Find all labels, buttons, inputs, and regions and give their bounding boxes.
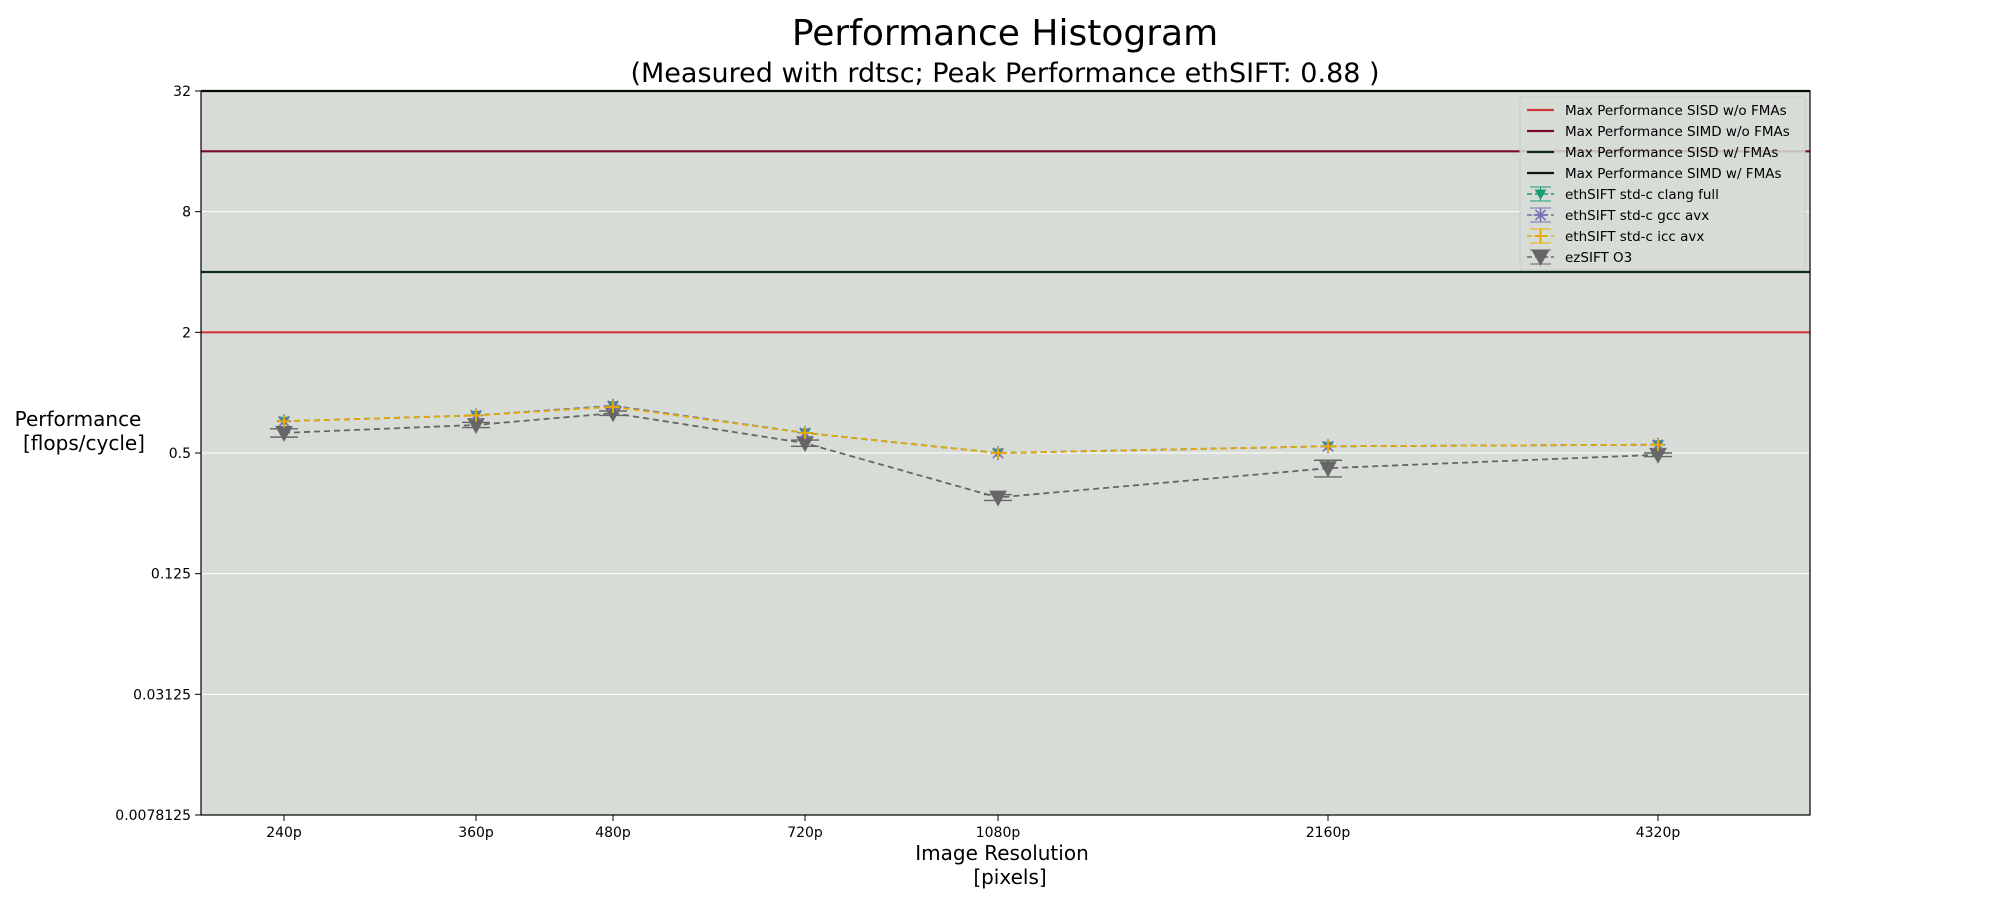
x-tick-label: 480p — [595, 825, 631, 841]
y-tick-label: 8 — [182, 205, 191, 221]
legend-label: ethSIFT std-c icc avx — [1565, 229, 1704, 245]
legend-entry: ezSIFT O3 — [1527, 249, 1632, 267]
chart-subtitle: (Measured with rdtsc; Peak Performance e… — [630, 58, 1379, 89]
legend-entry: Max Performance SIMD w/ FMAs — [1527, 166, 1782, 182]
legend-label: Max Performance SIMD w/o FMAs — [1565, 124, 1790, 140]
legend-entry: ethSIFT std-c gcc avx — [1527, 207, 1709, 224]
x-tick-label: 360p — [458, 825, 494, 841]
legend-label: Max Performance SISD w/ FMAs — [1565, 145, 1778, 161]
data-point — [1534, 230, 1547, 242]
y-tick-label: 0.0078125 — [115, 808, 191, 824]
data-point — [1533, 208, 1548, 222]
legend-items: Max Performance SISD w/o FMAs Max Perform… — [1527, 103, 1790, 267]
legend: Max Performance SISD w/o FMAs Max Perform… — [1519, 96, 1806, 271]
series-2 — [278, 400, 1664, 459]
legend-label: ethSIFT std-c clang full — [1565, 187, 1719, 203]
data-point — [1319, 461, 1337, 478]
x-tick-label: 2160p — [1306, 825, 1351, 841]
y-axis-label-line1: Performance — [15, 407, 142, 431]
x-tick-label: 720p — [787, 825, 823, 841]
data-point — [607, 400, 619, 413]
data-point — [278, 415, 290, 428]
legend-box — [1519, 96, 1806, 271]
series-layer — [270, 398, 1672, 507]
x-tick-label: 1080p — [976, 825, 1021, 841]
y-tick-label: 2 — [182, 325, 191, 341]
data-point — [989, 490, 1007, 507]
legend-entry: Max Performance SIMD w/o FMAs — [1527, 124, 1790, 140]
legend-entry: ethSIFT std-c icc avx — [1527, 228, 1704, 245]
data-point — [992, 447, 1004, 459]
series-3 — [270, 406, 1672, 507]
x-axis-label-line2: [pixels] — [973, 865, 1046, 889]
x-axis-label-line1: Image Resolution — [915, 841, 1089, 865]
y-tick-label: 0.5 — [169, 446, 191, 462]
data-point — [1322, 440, 1334, 453]
data-point — [470, 409, 482, 422]
data-point — [1652, 438, 1664, 451]
chart-title: Performance Histogram — [792, 13, 1218, 54]
legend-entry: ethSIFT std-c clang full — [1527, 186, 1719, 203]
data-point — [1534, 189, 1547, 201]
legend-label: ethSIFT std-c gcc avx — [1565, 208, 1709, 224]
data-point — [1531, 250, 1550, 267]
legend-label: Max Performance SISD w/o FMAs — [1565, 103, 1787, 119]
y-axis-ticks: 0.0078125 0.03125 0.125 0.5 2 8 32 — [115, 84, 201, 824]
data-point — [799, 426, 811, 439]
x-axis-ticks: 240p 360p 480p 720p 1080p 2160p 4320p — [266, 815, 1680, 841]
x-tick-label: 4320p — [1636, 825, 1681, 841]
legend-label: ezSIFT O3 — [1565, 250, 1632, 266]
y-tick-label: 0.125 — [151, 567, 191, 583]
y-tick-label: 32 — [173, 84, 191, 100]
y-axis-label-line2: [flops/cycle] — [23, 431, 145, 455]
data-point-stroke — [1534, 209, 1547, 221]
legend-entry: Max Performance SISD w/ FMAs — [1527, 145, 1778, 161]
y-tick-label: 0.03125 — [133, 687, 191, 703]
x-tick-label: 240p — [266, 825, 302, 841]
legend-entry: Max Performance SISD w/o FMAs — [1527, 103, 1787, 119]
legend-label: Max Performance SIMD w/ FMAs — [1565, 166, 1782, 182]
